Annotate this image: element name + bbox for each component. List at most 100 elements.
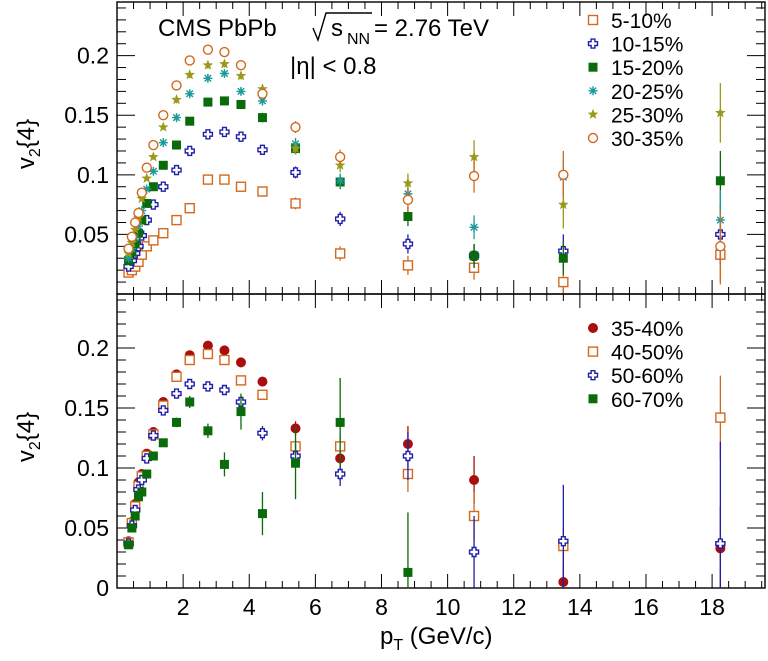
data-point [148,139,159,151]
data-point [335,417,345,427]
x-tick-label: 10 [435,594,461,620]
data-point [402,194,414,206]
data-point [403,567,413,577]
data-point [185,116,195,126]
data-point [124,253,134,263]
data-point [335,176,345,186]
data-point [257,88,268,99]
legend-label: 5-10% [611,10,672,33]
x-tick-label: 18 [699,594,725,620]
data-point [257,113,267,123]
x-tick-label: 8 [375,594,388,620]
data-point [558,199,569,210]
data-point [158,160,168,170]
data-point [236,99,246,109]
annotation-energy-value: = 2.76 TeV [374,15,489,42]
sqrt-sign [312,12,372,43]
data-point [184,378,195,390]
y-tick-label: 0.1 [77,162,109,188]
data-point [136,193,148,204]
legend-label: 10-15% [611,34,683,57]
legend-label: 35-40% [611,318,683,341]
data-point [129,217,141,228]
bottom-panel: 0 0.05 0.1 0.15 0.2 2 4 6 8 10 12 14 16 18 v2{4} 35-40%… [13,293,766,620]
legend-marker [587,14,599,26]
data-point [469,222,479,232]
x-tick-label: 2 [177,594,190,620]
data-point [184,145,195,157]
data-point [184,55,195,66]
data-point [334,151,346,163]
data-point [127,523,137,533]
data-point [219,345,230,356]
data-point [235,131,247,142]
data-point [558,169,569,181]
data-point [171,371,182,382]
data-point [558,536,569,547]
data-point [141,453,152,464]
y-tick-label: 0.2 [77,43,109,69]
data-point [334,468,346,480]
x-axis-title: pT (GeV/c) [380,623,492,654]
data-point [235,357,246,368]
data-point [290,121,301,133]
data-point [158,405,169,416]
data-point [715,538,726,549]
data-point [402,238,414,250]
data-point [202,348,214,360]
legend-label: 50-60% [611,365,683,388]
annotation-eta: |η| < 0.8 [290,53,377,80]
data-point [171,94,182,105]
data-point [142,198,152,208]
data-point [236,86,246,96]
data-point [141,162,152,173]
data-point [202,59,214,70]
annotation-experiment: CMS PbPb [158,15,277,42]
data-point [185,89,195,99]
data-point [219,46,230,58]
x-tick-label: 4 [243,594,256,620]
data-point [219,126,230,138]
legend-marker [587,38,599,49]
data-point [715,107,726,118]
data-point [124,540,134,550]
data-point [184,69,196,80]
data-point [235,59,247,71]
data-point [158,110,169,121]
data-point [257,389,268,400]
data-point [219,354,230,366]
data-point [158,438,168,448]
data-point [148,151,159,162]
y-tick-label: 0.05 [64,221,109,247]
data-point [171,80,182,91]
data-point [235,70,247,81]
data-point [171,388,182,399]
y-tick-label: 0.2 [77,335,109,361]
annotation: CMS PbPb s NN = 2.76 TeV |η| < 0.8 [158,12,489,80]
x-axis-label: pT (GeV/c) [380,623,492,654]
data-point [402,177,414,188]
data-point [468,151,480,162]
data-point [202,44,214,55]
series-30-35% [123,44,726,283]
top-panel: 0.05 0.1 0.15 0.2 v2{4} 5-10%10-15%15-20%20-2… [13,1,766,295]
data-point [558,253,568,263]
y-tick-label: 0.15 [64,102,109,128]
data-point [158,181,169,192]
y-axis-label: v2{4} [13,119,44,169]
data-point [402,450,414,462]
data-point [257,428,268,439]
series-5-10% [123,174,726,294]
data-point [148,235,159,246]
legend-label: 30-35% [611,128,683,151]
data-point [172,140,182,150]
data-point [142,184,152,194]
data-point [236,407,246,417]
data-point [334,248,346,259]
series-60-70% [124,378,413,588]
x-tick-label: 16 [633,594,659,620]
data-point [172,417,182,427]
data-point [715,176,725,186]
data-point [130,511,140,521]
